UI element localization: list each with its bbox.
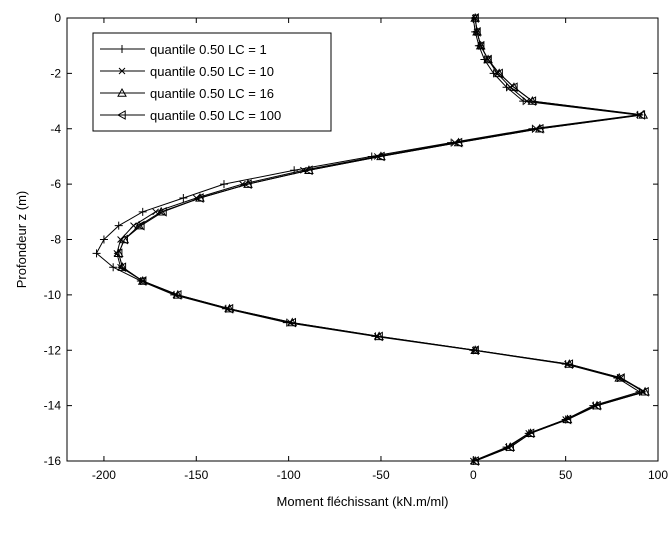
data-point-triangle-left bbox=[640, 386, 649, 397]
x-tick-label: 100 bbox=[648, 468, 668, 482]
legend-label: quantile 0.50 LC = 16 bbox=[150, 86, 274, 101]
legend-entry-1: quantile 0.50 LC = 1 bbox=[100, 42, 267, 57]
data-point-triangle-left bbox=[534, 123, 544, 134]
legend-entry-3: quantile 0.50 LC = 16 bbox=[100, 86, 274, 101]
y-tick-label: -12 bbox=[44, 343, 62, 357]
series-line-4 bbox=[118, 17, 647, 462]
y-tick-label: -8 bbox=[50, 233, 61, 247]
data-point-triangle-left bbox=[137, 276, 147, 286]
data-point-plus bbox=[99, 235, 108, 244]
data-point-triangle-left bbox=[374, 331, 383, 342]
series-layer bbox=[92, 12, 650, 466]
legend: quantile 0.50 LC = 1 quantile 0.50 LC = 1… bbox=[92, 32, 332, 132]
data-point-triangle-left bbox=[194, 193, 204, 203]
y-tick-label: -2 bbox=[50, 66, 61, 80]
data-point-triangle-left bbox=[508, 82, 518, 93]
data-point-plus bbox=[489, 69, 498, 78]
x-tick-label: -50 bbox=[372, 468, 390, 482]
y-axis-title: Profondeur z (m) bbox=[14, 191, 29, 289]
series-4 bbox=[113, 13, 649, 466]
data-point-triangle-left bbox=[475, 40, 485, 51]
x-tick-label: -100 bbox=[277, 468, 301, 482]
data-point-triangle-up bbox=[527, 96, 538, 105]
x-tick-label: 50 bbox=[559, 468, 573, 482]
data-point-plus bbox=[219, 180, 228, 189]
data-point-triangle-left bbox=[483, 54, 492, 65]
data-point-plus bbox=[109, 263, 118, 272]
legend-marker bbox=[118, 67, 126, 75]
legend-marker bbox=[117, 87, 127, 97]
data-point-triangle-left bbox=[616, 373, 625, 383]
y-tick-label: -6 bbox=[50, 177, 61, 191]
data-point-plus bbox=[290, 166, 299, 175]
data-point-triangle-left bbox=[287, 317, 297, 328]
y-tick-label: -16 bbox=[44, 454, 62, 468]
data-point-triangle-up bbox=[119, 234, 130, 244]
x-tick-label: 0 bbox=[470, 468, 477, 482]
data-point-triangle-left bbox=[471, 26, 481, 37]
y-tick-label: -10 bbox=[44, 288, 62, 302]
data-point-triangle-left bbox=[135, 220, 145, 231]
data-point-triangle-left bbox=[119, 234, 128, 245]
data-point-triangle-left bbox=[242, 179, 252, 189]
legend-marker bbox=[118, 45, 126, 53]
data-point-triangle-left bbox=[470, 345, 479, 356]
data-point-triangle-left bbox=[113, 248, 123, 259]
data-point-triangle-up bbox=[117, 262, 128, 271]
data-point-triangle-up bbox=[472, 26, 482, 36]
legend-label: quantile 0.50 LC = 100 bbox=[150, 108, 281, 123]
y-tick-label: 0 bbox=[54, 11, 61, 25]
data-point-triangle-left bbox=[158, 206, 167, 217]
data-point-triangle-up bbox=[640, 386, 650, 396]
data-point-triangle-up bbox=[113, 248, 124, 258]
data-point-triangle-left bbox=[525, 428, 535, 439]
data-point-triangle-left bbox=[527, 96, 537, 106]
data-point-triangle-up bbox=[475, 40, 486, 50]
y-tick-label: -14 bbox=[44, 399, 62, 413]
data-point-triangle-left bbox=[224, 303, 234, 314]
ticks-layer: -200 -150 -100 -50 0 50 100 0 -2 -4 -6 -8 -10 -12 -14 -… bbox=[44, 11, 669, 482]
data-point-triangle-left bbox=[117, 262, 127, 273]
x-tick-label: -150 bbox=[184, 468, 208, 482]
legend-entry-4: quantile 0.50 LC = 100 bbox=[100, 108, 281, 123]
legend-label: quantile 0.50 LC = 10 bbox=[150, 64, 274, 79]
data-point-triangle-left bbox=[375, 151, 385, 162]
data-point-triangle-up bbox=[137, 276, 148, 285]
data-point-triangle-left bbox=[303, 165, 313, 176]
data-point-triangle-left bbox=[453, 137, 463, 148]
data-point-triangle-left bbox=[505, 442, 514, 453]
legend-marker bbox=[116, 110, 126, 120]
legend-label: quantile 0.50 LC = 1 bbox=[150, 42, 267, 57]
data-point-triangle-left bbox=[562, 414, 572, 425]
data-point-triangle-left bbox=[564, 359, 574, 369]
data-point-triangle-left bbox=[494, 68, 503, 79]
data-point-triangle-left bbox=[636, 110, 646, 120]
data-point-triangle-up bbox=[509, 82, 519, 91]
legend-entry-2: quantile 0.50 LC = 10 bbox=[100, 64, 274, 79]
data-point-triangle-up bbox=[505, 442, 516, 451]
x-tick-label: -200 bbox=[92, 468, 116, 482]
data-point-triangle-up bbox=[494, 68, 505, 78]
y-tick-label: -4 bbox=[50, 122, 61, 136]
x-axis-title: Moment fléchissant (kN.m/ml) bbox=[277, 494, 449, 509]
data-point-plus bbox=[138, 207, 147, 216]
data-point-triangle-up bbox=[483, 54, 493, 64]
data-point-plus bbox=[92, 249, 101, 258]
data-point-triangle-left bbox=[172, 290, 182, 300]
data-point-plus bbox=[114, 221, 123, 230]
data-point-plus bbox=[179, 193, 188, 202]
data-point-triangle-left bbox=[592, 400, 601, 411]
